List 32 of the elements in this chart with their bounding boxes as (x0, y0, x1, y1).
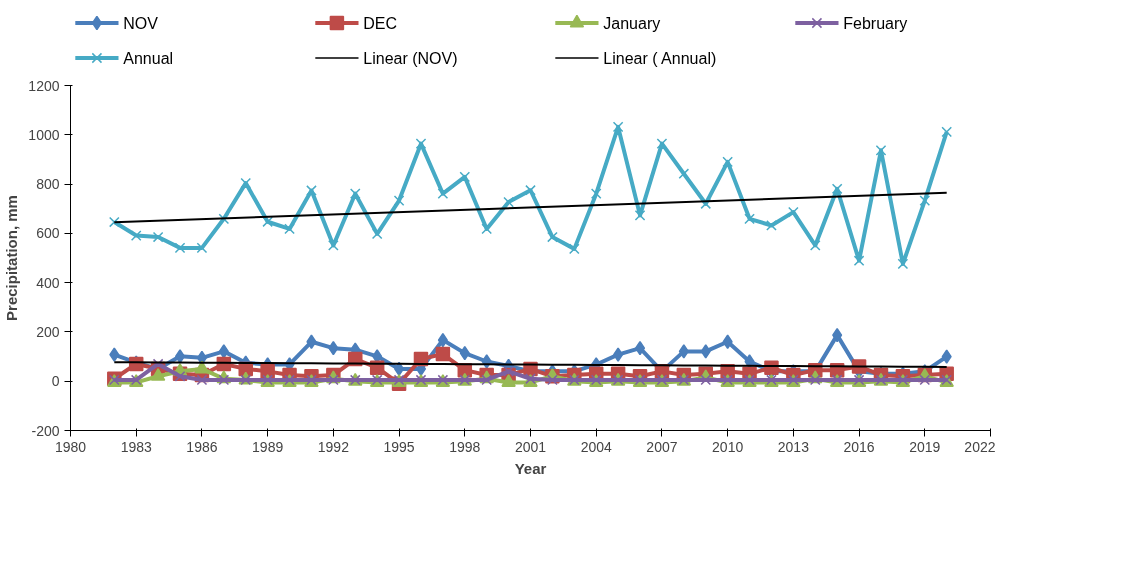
x-tick-label: 1989 (252, 438, 284, 455)
legend-label: Annual (123, 49, 174, 67)
y-axis-title: Precipitation, mm (3, 195, 21, 321)
legend-label: Linear (NOV) (363, 49, 458, 67)
x-tick-label: 2013 (777, 438, 810, 455)
x-tick-label: 1995 (383, 438, 415, 455)
x-tick-label: 1992 (317, 438, 350, 455)
y-tick-label: 400 (36, 274, 60, 291)
x-tick-label: 1986 (186, 438, 218, 455)
x-tick-label: 2016 (843, 438, 875, 455)
y-tick-label: 200 (36, 323, 60, 340)
x-tick-label: 1980 (54, 438, 87, 455)
y-tick-label: -200 (31, 422, 60, 439)
y-tick-label: 1000 (28, 126, 60, 143)
y-tick-label: 1200 (28, 77, 60, 94)
x-tick-label: 1983 (120, 438, 152, 455)
x-tick-label: 2004 (580, 438, 612, 455)
y-tick-label: 800 (36, 176, 60, 193)
x-tick-label: 2019 (909, 438, 941, 455)
x-tick-label: 2007 (646, 438, 678, 455)
legend-label: Linear ( Annual) (603, 49, 717, 67)
x-tick-label: 2022 (964, 438, 996, 455)
legend-label: NOV (123, 14, 159, 32)
y-tick-label: 600 (36, 225, 60, 242)
legend-label: January (603, 14, 661, 32)
x-tick-label: 1998 (449, 438, 481, 455)
x-tick-label: 2001 (514, 438, 547, 455)
x-tick-label: 2010 (712, 438, 744, 455)
x-axis-title: Year (514, 459, 547, 477)
legend-label: February (843, 14, 908, 32)
y-tick-label: 0 (51, 373, 60, 390)
legend-label: DEC (363, 14, 398, 32)
